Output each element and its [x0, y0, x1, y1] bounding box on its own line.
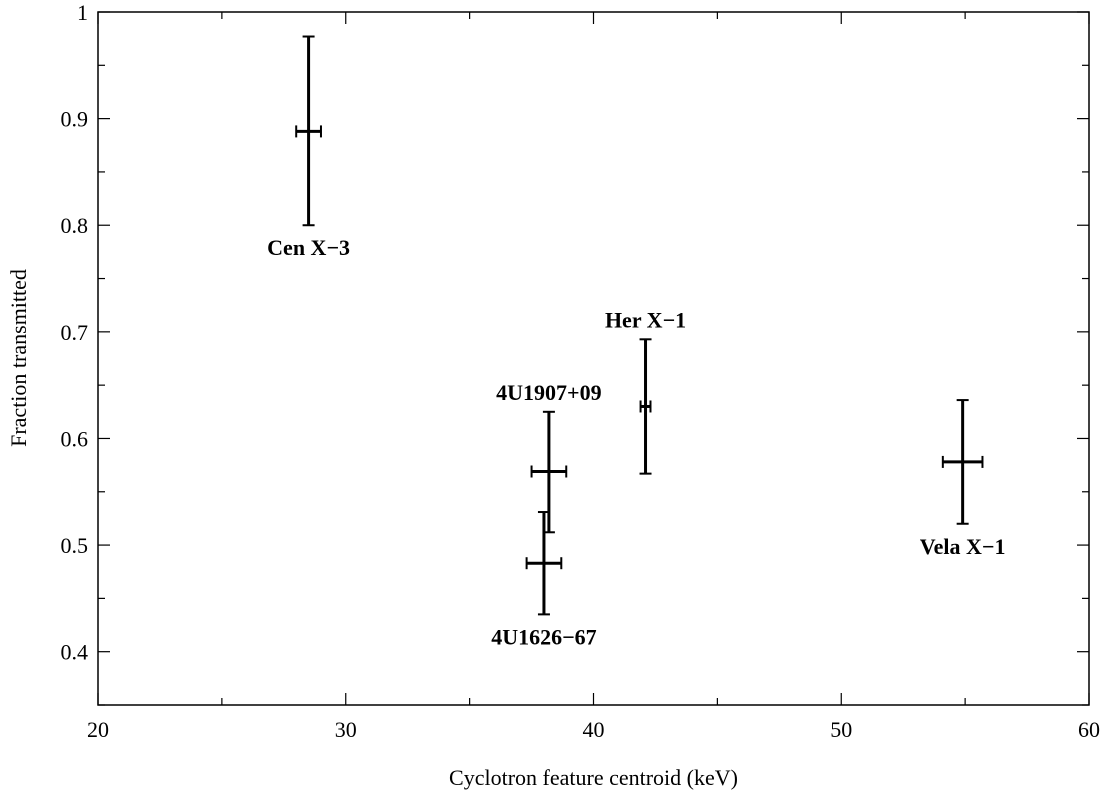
x-axis-label: Cyclotron feature centroid (keV)	[449, 765, 738, 790]
y-axis-label: Fraction transmitted	[6, 269, 31, 447]
x-tick-label: 60	[1078, 717, 1100, 742]
x-tick-label: 50	[830, 717, 852, 742]
axis-tick-labels: 20 30 40 50 60 0.4 0.5 0.6 0.7 0.8 0.9 1	[61, 0, 1101, 742]
y-tick-label: 0.8	[61, 213, 89, 238]
y-tick-label: 0.4	[61, 640, 89, 665]
data-point: Vela X−1	[920, 399, 1006, 559]
y-tick-label: 0.7	[61, 320, 89, 345]
data-point: 4U1907+09	[496, 380, 602, 534]
y-tick-label: 0.9	[61, 107, 89, 132]
data-point: Her X−1	[605, 307, 686, 475]
y-tick-label: 1	[77, 0, 88, 25]
y-tick-label: 0.5	[61, 533, 89, 558]
point-label: 4U1626−67	[491, 624, 596, 649]
axis-ticks	[97, 11, 1090, 706]
point-label: Vela X−1	[920, 534, 1006, 559]
data-points: Cen X−3 4U1907+09 4U1626−67 Her X−1 Vela X−1	[267, 35, 1006, 649]
point-label: Cen X−3	[267, 235, 350, 260]
point-label: Her X−1	[605, 307, 686, 332]
x-tick-label: 30	[335, 717, 357, 742]
x-tick-label: 40	[583, 717, 605, 742]
data-point: 4U1626−67	[491, 511, 597, 649]
plot-frame	[97, 11, 1090, 706]
point-label: 4U1907+09	[496, 380, 601, 405]
y-tick-label: 0.6	[61, 426, 89, 451]
x-tick-label: 20	[87, 717, 109, 742]
data-point: Cen X−3	[267, 35, 350, 260]
